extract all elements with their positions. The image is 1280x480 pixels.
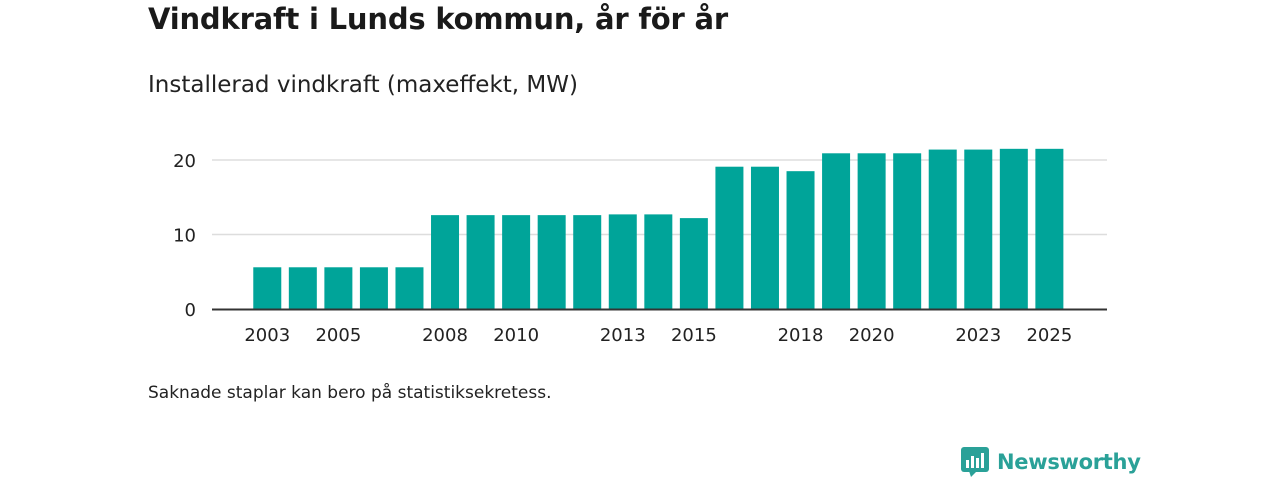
bar-2019 [822, 153, 851, 309]
bar-chart: 0 10 20 2003 2005 2008 2010 2013 2015 2018 2020 202… [173, 148, 1107, 346]
bar-2020 [857, 153, 886, 309]
bar-2004 [288, 267, 317, 309]
bar-2023 [964, 149, 993, 309]
x-tick-label: 2008 [422, 325, 468, 346]
y-tick-label: 20 [173, 151, 196, 172]
bar-2024 [999, 148, 1028, 309]
bar-2009 [466, 215, 495, 309]
brand-name: Newsworthy [997, 450, 1141, 474]
bar-2003 [253, 267, 282, 309]
x-tick-label: 2020 [849, 325, 895, 346]
bar-2017 [750, 166, 779, 309]
x-tick-label: 2010 [493, 325, 539, 346]
bar-2018 [786, 171, 815, 309]
bar-2010 [502, 215, 531, 309]
bar-2013 [608, 214, 637, 309]
y-tick-label: 0 [185, 300, 196, 321]
bar-2008 [431, 215, 460, 309]
bar-2012 [573, 215, 602, 309]
bar-2022 [928, 149, 957, 309]
bar-2006 [359, 267, 388, 309]
x-tick-label: 2013 [600, 325, 646, 346]
x-tick-label: 2003 [244, 325, 290, 346]
x-tick-label: 2005 [315, 325, 361, 346]
bar-2015 [679, 218, 708, 309]
x-tick-label: 2025 [1026, 325, 1072, 346]
bar-2021 [893, 153, 922, 309]
bar-2025 [1035, 148, 1064, 309]
footnote: Saknade staplar kan bero på statistiksek… [148, 383, 552, 403]
x-tick-label: 2015 [671, 325, 717, 346]
bar-2011 [537, 215, 566, 309]
newsworthy-icon [961, 447, 989, 477]
bar-2007 [395, 267, 424, 309]
axes: 0 10 20 2003 2005 2008 2010 2013 2015 2018 2020 202… [173, 151, 1107, 346]
bar-2016 [715, 166, 744, 309]
chart-title: Vindkraft i Lunds kommun, år för år [148, 2, 728, 36]
chart-subtitle: Installerad vindkraft (maxeffekt, MW) [148, 72, 578, 98]
bar-2014 [644, 214, 673, 309]
newsworthy-logo: Newsworthy [961, 447, 1141, 477]
bars [253, 148, 1064, 309]
bar-2005 [324, 267, 353, 309]
x-tick-label: 2023 [955, 325, 1001, 346]
x-tick-label: 2018 [778, 325, 824, 346]
y-tick-label: 10 [173, 226, 196, 247]
